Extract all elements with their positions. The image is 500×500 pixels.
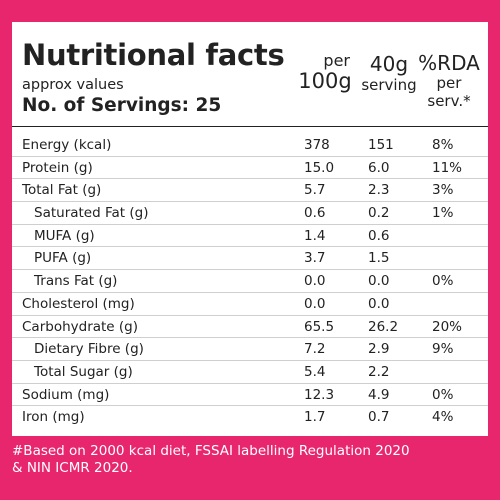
value-per-100g: 0.6 bbox=[304, 205, 326, 222]
table-row: Saturated Fat (g) 0.6 0.2 1% bbox=[12, 202, 488, 225]
column-header-serving-line1: 40g bbox=[369, 52, 409, 76]
column-header-rda: %RDA per serv.* bbox=[414, 52, 484, 110]
nutrient-name: Carbohydrate (g) bbox=[22, 318, 139, 335]
table-row: Energy (kcal) 378 151 8% bbox=[12, 134, 488, 157]
value-per-serving: 1.5 bbox=[368, 250, 390, 267]
table-row: Cholesterol (mg) 0.0 0.0 bbox=[12, 293, 488, 316]
nutrient-name: Sodium (mg) bbox=[22, 386, 110, 403]
value-rda: 4% bbox=[432, 409, 454, 426]
nutrient-name: Trans Fat (g) bbox=[34, 273, 118, 290]
value-per-100g: 1.4 bbox=[304, 227, 326, 244]
value-rda: 8% bbox=[432, 137, 454, 153]
value-per-100g: 0.0 bbox=[304, 295, 326, 312]
row-divider bbox=[12, 337, 488, 339]
row-divider bbox=[12, 291, 488, 293]
value-per-100g: 7.2 bbox=[304, 341, 326, 358]
table-row: Sodium (mg) 12.3 4.9 0% bbox=[12, 384, 488, 407]
column-header-rda-line1: %RDA bbox=[418, 51, 480, 75]
row-divider bbox=[12, 405, 488, 407]
column-header-per-100g: per 100g bbox=[290, 51, 360, 93]
value-per-100g: 378 bbox=[304, 137, 330, 153]
nutrient-name: Saturated Fat (g) bbox=[34, 205, 149, 222]
value-per-100g: 0.0 bbox=[304, 273, 326, 290]
value-per-serving: 26.2 bbox=[368, 318, 399, 335]
table-row: Total Sugar (g) 5.4 2.2 bbox=[12, 361, 488, 384]
nutrient-name: Total Fat (g) bbox=[22, 182, 102, 199]
row-divider bbox=[12, 201, 488, 203]
column-header-rda-line2: per bbox=[436, 74, 462, 92]
table-row: Protein (g) 15.0 6.0 11% bbox=[12, 157, 488, 180]
row-divider bbox=[12, 359, 488, 361]
value-per-serving: 2.9 bbox=[368, 341, 390, 358]
nutrient-name: Cholesterol (mg) bbox=[22, 295, 135, 312]
value-per-100g: 1.7 bbox=[304, 409, 326, 426]
column-header-rda-line3: serv.* bbox=[427, 92, 471, 110]
nutrition-header: Nutritional facts approx values No. of S… bbox=[12, 22, 488, 127]
value-rda: 0% bbox=[432, 273, 454, 290]
row-divider bbox=[12, 382, 488, 384]
footnote-line2: & NIN ICMR 2020. bbox=[12, 460, 133, 476]
column-header-per-100g-line2: 100g bbox=[298, 69, 352, 93]
value-per-serving: 151 bbox=[368, 137, 394, 153]
value-rda: 3% bbox=[432, 182, 454, 199]
value-per-serving: 2.2 bbox=[368, 363, 390, 380]
row-divider bbox=[12, 223, 488, 225]
value-rda: 20% bbox=[432, 318, 463, 335]
footnote: #Based on 2000 kcal diet, FSSAI labellin… bbox=[12, 443, 492, 477]
value-per-serving: 4.9 bbox=[368, 386, 390, 403]
value-per-serving: 0.6 bbox=[368, 227, 390, 244]
panel-title: Nutritional facts bbox=[22, 38, 285, 72]
value-per-serving: 2.3 bbox=[368, 182, 390, 199]
row-divider bbox=[12, 314, 488, 316]
value-per-serving: 0.0 bbox=[368, 295, 390, 312]
table-row: PUFA (g) 3.7 1.5 bbox=[12, 247, 488, 271]
nutrition-table: Energy (kcal) 378 151 8% Protein (g) 15.… bbox=[12, 134, 488, 429]
value-per-100g: 65.5 bbox=[304, 318, 335, 335]
table-row: Iron (mg) 1.7 0.7 4% bbox=[12, 406, 488, 429]
row-divider bbox=[12, 246, 488, 248]
nutrient-name: MUFA (g) bbox=[34, 227, 95, 244]
table-row: Total Fat (g) 5.7 2.3 3% bbox=[12, 179, 488, 203]
nutrient-name: Dietary Fibre (g) bbox=[34, 341, 144, 358]
value-per-100g: 3.7 bbox=[304, 250, 326, 267]
nutrition-panel: Nutritional facts approx values No. of S… bbox=[12, 22, 488, 436]
value-per-serving: 0.7 bbox=[368, 409, 390, 426]
value-per-100g: 12.3 bbox=[304, 386, 335, 403]
value-per-serving: 0.2 bbox=[368, 205, 390, 222]
value-rda: 9% bbox=[432, 341, 454, 358]
nutrient-name: Protein (g) bbox=[22, 159, 93, 176]
row-divider bbox=[12, 269, 488, 271]
value-per-serving: 6.0 bbox=[368, 159, 390, 176]
nutrient-name: Total Sugar (g) bbox=[34, 363, 133, 380]
nutrient-name: Energy (kcal) bbox=[22, 137, 112, 153]
servings-count: No. of Servings: 25 bbox=[22, 95, 222, 116]
value-per-100g: 5.4 bbox=[304, 363, 326, 380]
approx-values-note: approx values bbox=[22, 77, 124, 93]
nutrient-name: PUFA (g) bbox=[34, 250, 92, 267]
table-row: Carbohydrate (g) 65.5 26.2 20% bbox=[12, 316, 488, 339]
nutrient-name: Iron (mg) bbox=[22, 409, 85, 426]
table-row: Dietary Fibre (g) 7.2 2.9 9% bbox=[12, 338, 488, 361]
table-row: MUFA (g) 1.4 0.6 bbox=[12, 225, 488, 248]
row-divider bbox=[12, 178, 488, 180]
value-per-serving: 0.0 bbox=[368, 273, 390, 290]
value-rda: 1% bbox=[432, 205, 454, 222]
value-rda: 0% bbox=[432, 386, 454, 403]
row-divider bbox=[12, 155, 488, 157]
column-header-per-100g-line1: per bbox=[323, 51, 350, 70]
value-per-100g: 15.0 bbox=[304, 159, 335, 176]
column-header-serving-line2: serving bbox=[361, 76, 417, 94]
column-header-serving: 40g serving bbox=[350, 52, 428, 94]
table-row: Trans Fat (g) 0.0 0.0 0% bbox=[12, 270, 488, 293]
footnote-line1: #Based on 2000 kcal diet, FSSAI labellin… bbox=[12, 443, 410, 459]
value-rda: 11% bbox=[432, 159, 463, 176]
value-per-100g: 5.7 bbox=[304, 182, 326, 199]
